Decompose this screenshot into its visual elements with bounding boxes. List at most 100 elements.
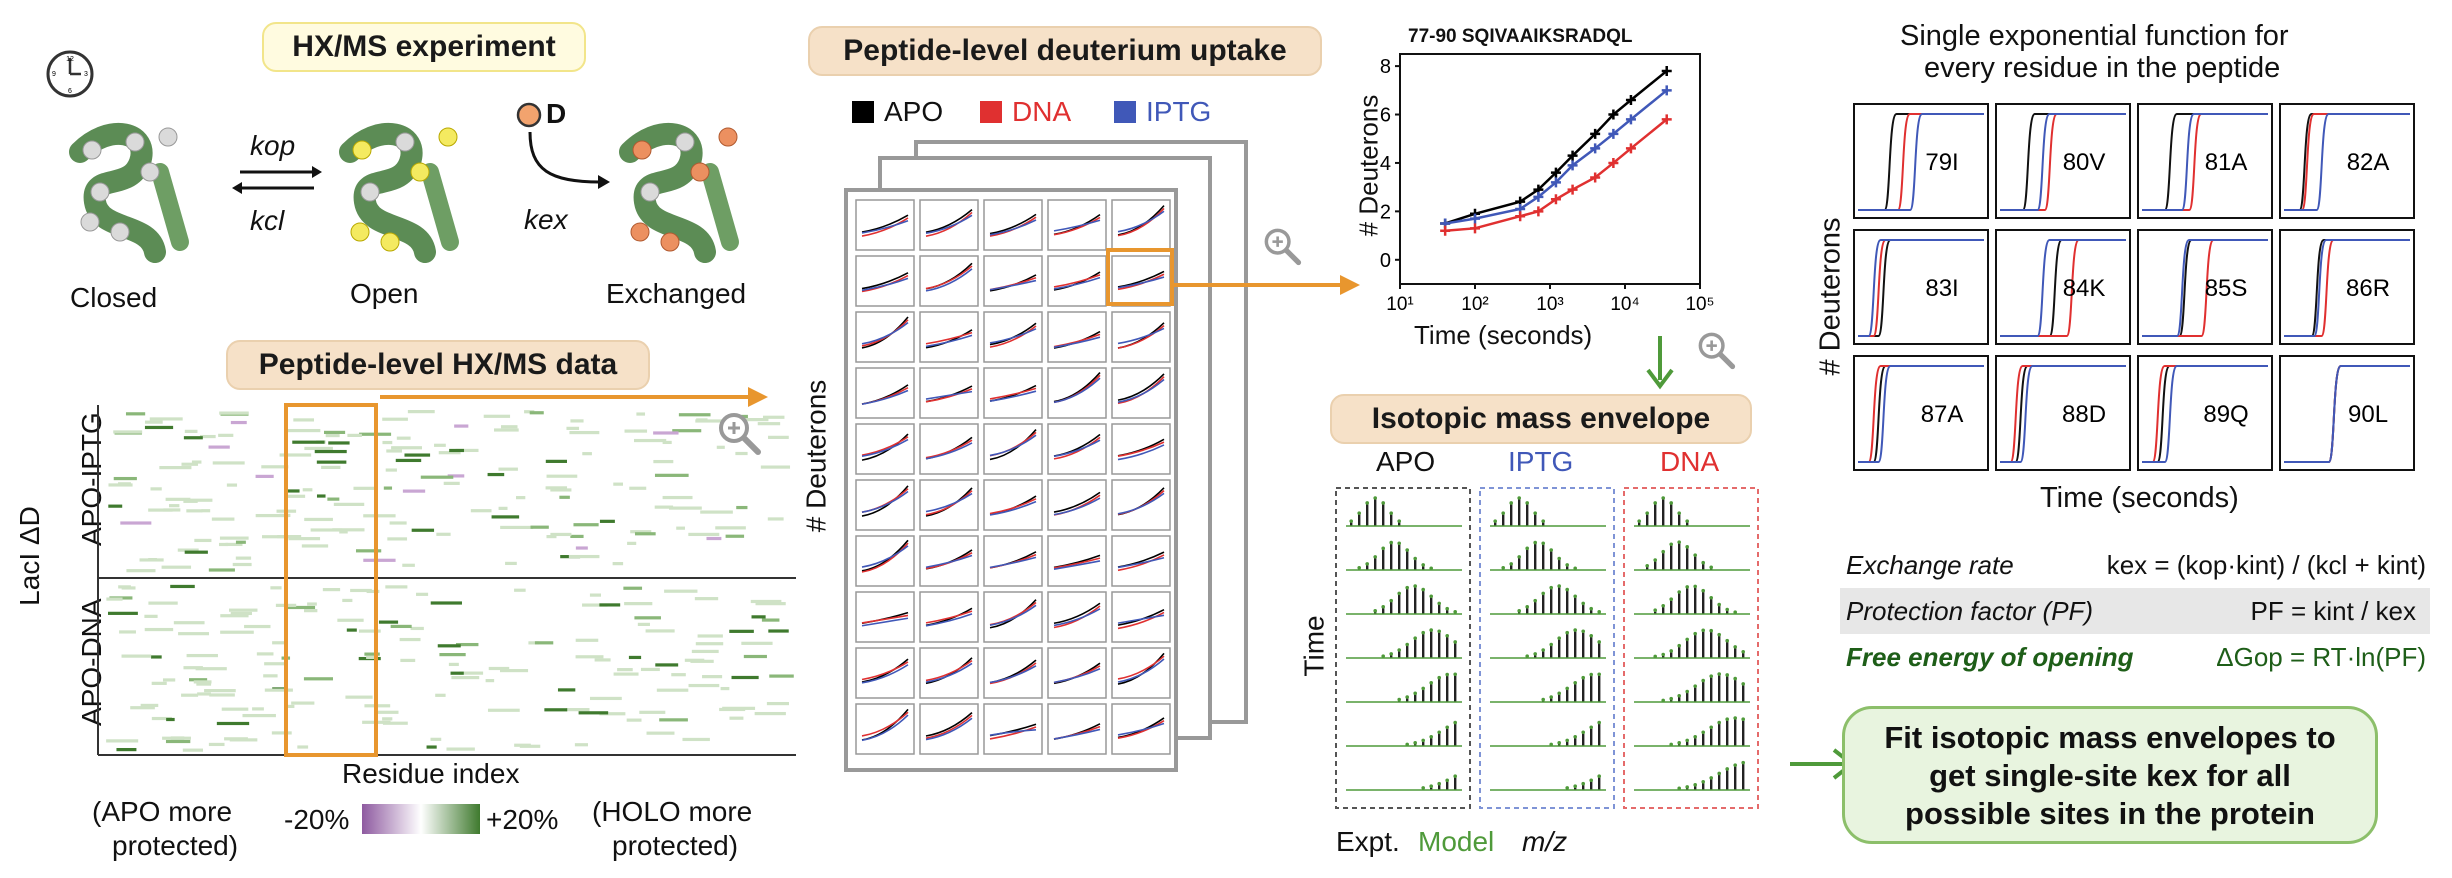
- model-point: [1501, 511, 1505, 515]
- isotope-peak: [1590, 780, 1593, 790]
- heatmap-bar: [754, 711, 786, 716]
- isotopic-col-iptg: IPTG: [1508, 446, 1574, 477]
- isotope-peak: [1366, 502, 1369, 526]
- model-point: [1565, 587, 1569, 592]
- model-point: [1653, 608, 1657, 613]
- model-point: [1581, 781, 1585, 786]
- heatmap-bar: [328, 441, 350, 445]
- isotope-peak: [1422, 564, 1425, 570]
- heatmap-bar: [186, 653, 218, 658]
- heatmap-bar: [735, 418, 769, 422]
- uptake-curve: [861, 438, 909, 458]
- uptake-curve: [861, 389, 909, 405]
- uptake-curve: [1117, 655, 1165, 680]
- isotope-peak: [1438, 631, 1441, 658]
- uptake-curve: [1117, 205, 1165, 236]
- uptake-cell: [919, 591, 979, 643]
- residue-grid: 79I 80V 81A 82A 83I 84K 85S 86R 87A 88D 89Q 90L: [1853, 103, 2415, 471]
- isotope-peak: [1590, 727, 1593, 746]
- heatmap-bar: [196, 682, 212, 686]
- heatmap-bar: [208, 568, 235, 572]
- model-point: [1573, 784, 1577, 789]
- heatmap-bar: [570, 419, 584, 423]
- model-point: [1661, 652, 1665, 657]
- heatmap-bar: [528, 641, 539, 645]
- uptake-curve: [861, 272, 909, 290]
- model-point: [1525, 654, 1529, 658]
- isotope-peak: [1590, 635, 1593, 658]
- uptake-curve: [1053, 608, 1101, 627]
- model-point: [1381, 501, 1385, 505]
- deuterium-label: D: [546, 98, 567, 129]
- heatmap-bar: [355, 549, 382, 553]
- residue-cell: [1995, 229, 2131, 345]
- model-point: [1709, 725, 1713, 730]
- model-point: [1597, 672, 1601, 677]
- uptake-cell: [919, 423, 979, 475]
- heatmap-bar: [485, 679, 495, 683]
- heatmap-bar: [559, 495, 570, 499]
- heatmap-bar: [646, 731, 675, 735]
- uptake-curve: [1117, 327, 1165, 345]
- residue-curve: [2000, 239, 2126, 337]
- isotope-peak: [1406, 550, 1409, 570]
- isotope-peak: [1742, 683, 1745, 702]
- uptake-curve: [861, 433, 909, 461]
- uptake-curve: [925, 390, 973, 400]
- data-point-iptg: [1533, 191, 1544, 202]
- model-point: [1685, 545, 1689, 549]
- heatmap-bar: [599, 519, 615, 523]
- model-point: [1517, 496, 1521, 500]
- model-point: [1725, 767, 1729, 771]
- isotope-peak: [1542, 593, 1545, 614]
- pf-label: Protection factor (PF): [1846, 596, 2094, 626]
- model-point: [1733, 716, 1737, 720]
- isotope-peak: [1454, 722, 1457, 746]
- svg-text:6: 6: [68, 88, 72, 95]
- heatmap-bar: [184, 550, 208, 554]
- heatmap-bar: [654, 505, 674, 509]
- model-point: [1685, 637, 1689, 642]
- isotope-peak: [1710, 727, 1713, 746]
- heatmap-bar: [173, 621, 205, 625]
- uptake-curve: [925, 490, 973, 516]
- isotope-peak: [1598, 674, 1601, 702]
- heatmap-bar: [545, 486, 568, 490]
- heatmap-bar: [162, 736, 191, 740]
- heatmap-bar: [743, 654, 767, 659]
- uptake-curve: [1117, 492, 1165, 515]
- isotope-peak: [1638, 521, 1641, 526]
- uptake-curve: [1117, 614, 1165, 624]
- heatmap-bar: [263, 674, 278, 678]
- heatmap-bar: [695, 419, 729, 423]
- data-point-dna: [1661, 114, 1672, 125]
- heatmap-bar: [570, 534, 584, 539]
- uptake-curve: [861, 661, 909, 681]
- uptake-curve: [1117, 722, 1165, 736]
- model-point: [1389, 540, 1393, 545]
- heatmap-bar: [301, 544, 329, 548]
- uptake-curve: [989, 498, 1037, 515]
- heatmap-bar: [181, 462, 199, 466]
- heatmap-bar: [451, 675, 480, 680]
- isotope-peak: [1694, 736, 1697, 746]
- uptake-cell: [1047, 255, 1107, 307]
- isotope-peak: [1686, 639, 1689, 658]
- uptake-curve: [989, 604, 1037, 627]
- uptake-curve: [989, 556, 1037, 569]
- residue-curve: [2000, 365, 2126, 463]
- heatmap-bar: [358, 629, 381, 633]
- model-point: [1693, 584, 1697, 589]
- residue-curve: [1858, 113, 1984, 211]
- isotope-peak: [1534, 542, 1537, 570]
- uptake-curve: [925, 211, 973, 237]
- uptake-cell: [983, 479, 1043, 531]
- residue-label: 85S: [2205, 275, 2248, 302]
- uptake-curve: [1053, 728, 1101, 740]
- uptake-curve: [861, 217, 909, 237]
- residue-curve: [2000, 113, 2126, 211]
- laci-delta-d-label: LacI ΔD: [13, 506, 45, 606]
- isotope-peak: [1598, 722, 1601, 746]
- model-point: [1549, 585, 1553, 590]
- isotope-peak: [1566, 564, 1569, 570]
